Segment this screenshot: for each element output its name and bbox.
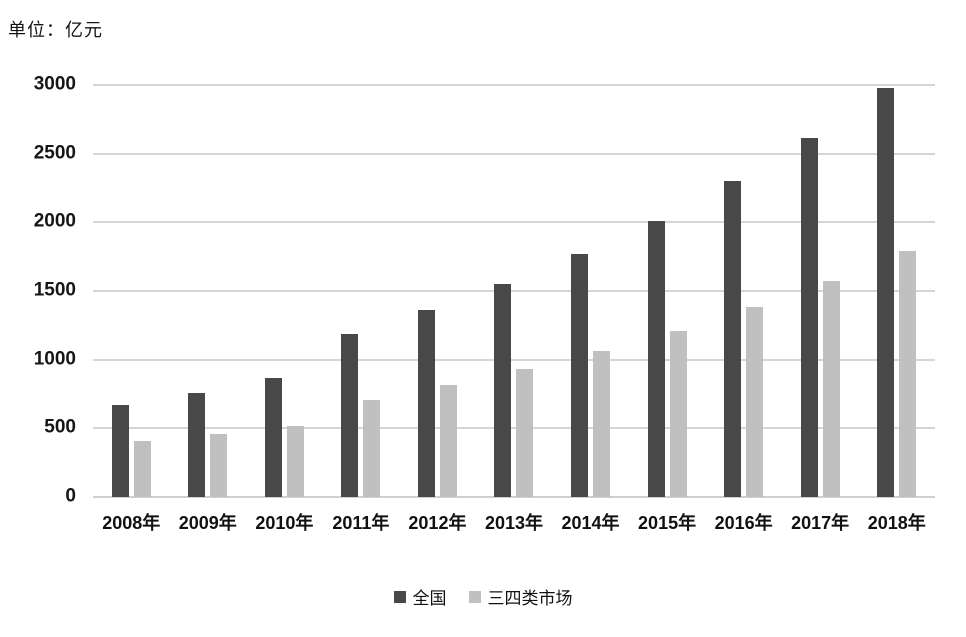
bar-tier-3-4-market [746,307,764,497]
bar-tier-3-4-market [363,399,381,497]
bar-group [323,85,400,497]
bar-tier-3-4-market [133,441,151,497]
bar-national [571,253,589,497]
ytick-label: 2000 [33,210,76,232]
bar-tier-3-4-market [593,351,611,497]
bar-group [552,85,629,497]
xtick-label: 2009年 [178,513,237,533]
bar-group [246,85,323,497]
legend-swatch-tier-3-4-market [468,590,481,603]
bar-national [647,220,665,497]
bar-group [858,85,935,497]
xtick-label: 2012年 [408,513,467,533]
xtick-label: 2013年 [484,513,543,533]
xtick-label: 2017年 [791,513,850,533]
bar-national [188,392,206,497]
bar-national [341,333,359,497]
bar-tier-3-4-market [286,425,304,497]
x-axis: 2008年 2009年 2010年 2011年 2012年 2013年 2014年 2015年… [93,509,935,535]
legend-item-tier-3-4-market: 三四类市场 [468,584,573,609]
legend-label: 全国 [412,589,447,608]
bar-tier-3-4-market [822,281,840,497]
gridline [93,290,935,292]
bar-tier-3-4-market [899,251,917,497]
bar-group [476,85,553,497]
bar-tier-3-4-market [210,433,228,497]
bar-tier-3-4-market [439,385,457,497]
gridline [93,84,935,86]
gridline [93,358,935,361]
bar-group [93,85,170,497]
ytick-label: 1000 [33,348,76,370]
bar-tier-3-4-market [669,330,687,497]
gridline [93,427,935,430]
gridline [93,221,935,224]
unit-label: 单位：亿元 [8,20,103,40]
bar-national [111,405,129,497]
xtick-label: 2015年 [638,513,697,533]
ytick-label: 1500 [33,279,76,301]
ytick-label: 0 [65,485,76,507]
y-axis: 0 500 1000 1500 2000 2500 3000 [0,74,76,507]
xtick-label: 2018年 [867,513,926,533]
bar-tier-3-4-market [516,368,534,497]
legend-label: 三四类市场 [487,589,573,608]
bar-national [494,284,512,497]
bar-national [417,310,435,497]
legend-item-national: 全国 [393,584,447,609]
bar-group [170,85,247,497]
bar-national [724,181,742,497]
xtick-label: 2016年 [714,513,773,533]
ytick-label: 500 [44,416,76,438]
bar-national [800,137,818,497]
bar-national [264,377,282,497]
ytick-label: 2500 [33,142,76,164]
bar-group [399,85,476,497]
bar-group [705,85,782,497]
bar-national [877,87,895,497]
x-axis-line [93,496,935,498]
legend: 全国 三四类市场 [0,584,966,609]
plot-area [93,84,935,498]
bar-group [629,85,706,497]
bar-group [782,85,859,497]
ytick-label: 3000 [33,73,76,95]
legend-swatch-national [393,590,406,603]
xtick-label: 2014年 [561,513,620,533]
xtick-label: 2008年 [102,513,161,533]
xtick-label: 2011年 [332,513,390,533]
xtick-label: 2010年 [255,513,314,533]
gridline [93,152,935,155]
